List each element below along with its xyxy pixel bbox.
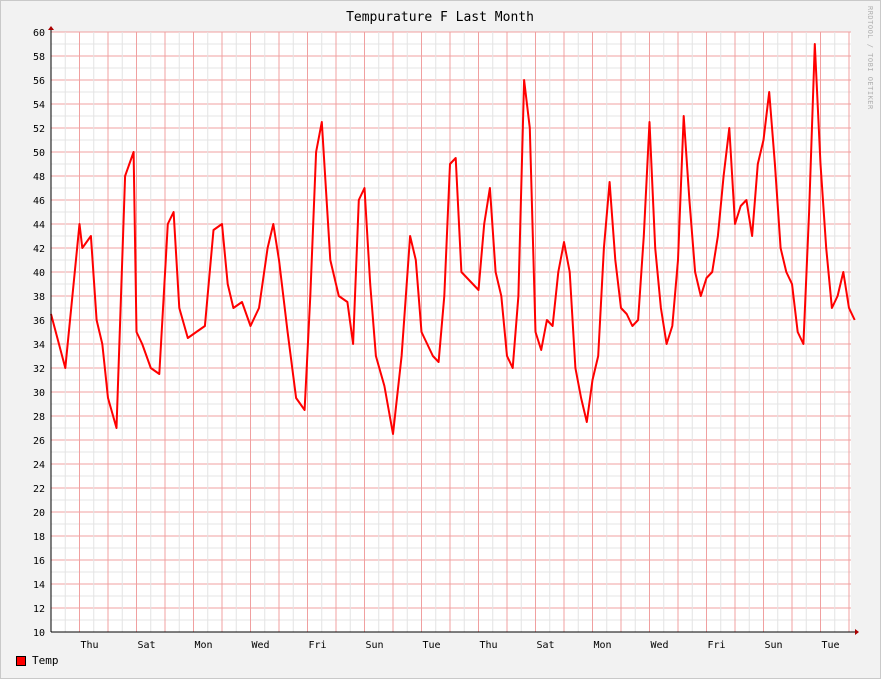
x-tick-label: Sat: [536, 640, 554, 651]
x-tick-label: Mon: [194, 640, 212, 651]
legend: Temp: [16, 654, 59, 667]
y-tick-label: 16: [33, 556, 45, 567]
x-tick-label: Tue: [821, 640, 839, 651]
axes: [48, 26, 859, 635]
y-tick-label: 26: [33, 436, 45, 447]
y-axis-ticks: 10 12 14 16 18 20 22 24 26 28 30 32 34 36 38 40 42 44 46 48…: [33, 28, 45, 639]
y-tick-label: 56: [33, 76, 45, 87]
x-tick-label: Sun: [365, 640, 383, 651]
series-line-temp: [50, 43, 856, 435]
y-tick-label: 48: [33, 172, 45, 183]
watermark: RRDTOOL / TOBI OETIKER: [866, 6, 874, 110]
x-tick-label: Mon: [593, 640, 611, 651]
y-tick-label: 34: [33, 340, 45, 351]
chart-title: Tempurature F Last Month: [346, 10, 534, 25]
y-tick-label: 60: [33, 28, 45, 39]
y-tick-label: 44: [33, 220, 45, 231]
x-axis-arrow: [855, 629, 859, 635]
y-tick-label: 38: [33, 292, 45, 303]
y-tick-label: 20: [33, 508, 45, 519]
x-tick-label: Tue: [422, 640, 440, 651]
y-tick-label: 10: [33, 628, 45, 639]
x-tick-label: Wed: [650, 640, 668, 651]
y-tick-label: 42: [33, 244, 45, 255]
x-tick-label: Wed: [251, 640, 269, 651]
y-tick-label: 32: [33, 364, 45, 375]
x-tick-label: Sat: [137, 640, 155, 651]
y-tick-label: 12: [33, 604, 45, 615]
y-tick-label: 40: [33, 268, 45, 279]
legend-swatch-temp: [16, 655, 26, 666]
y-tick-label: 46: [33, 196, 45, 207]
x-tick-label: Fri: [308, 640, 326, 651]
y-tick-label: 54: [33, 100, 45, 111]
y-tick-label: 36: [33, 316, 45, 327]
y-tick-label: 30: [33, 388, 45, 399]
y-tick-label: 28: [33, 412, 45, 423]
y-tick-label: 58: [33, 52, 45, 63]
x-tick-label: Sun: [764, 640, 782, 651]
y-tick-label: 24: [33, 460, 45, 471]
y-axis-arrow: [48, 26, 54, 30]
y-tick-label: 14: [33, 580, 45, 591]
x-axis-ticks: Thu Sat Mon Wed Fri Sun Tue Thu Sat Mon Wed Fri Sun T…: [80, 640, 839, 651]
grid: [50, 31, 851, 633]
y-tick-label: 22: [33, 484, 45, 495]
x-tick-label: Thu: [80, 640, 98, 651]
legend-label-temp: Temp: [32, 654, 59, 667]
y-tick-label: 52: [33, 124, 45, 135]
y-tick-label: 18: [33, 532, 45, 543]
y-tick-label: 50: [33, 148, 45, 159]
x-tick-label: Thu: [479, 640, 497, 651]
x-tick-label: Fri: [707, 640, 725, 651]
